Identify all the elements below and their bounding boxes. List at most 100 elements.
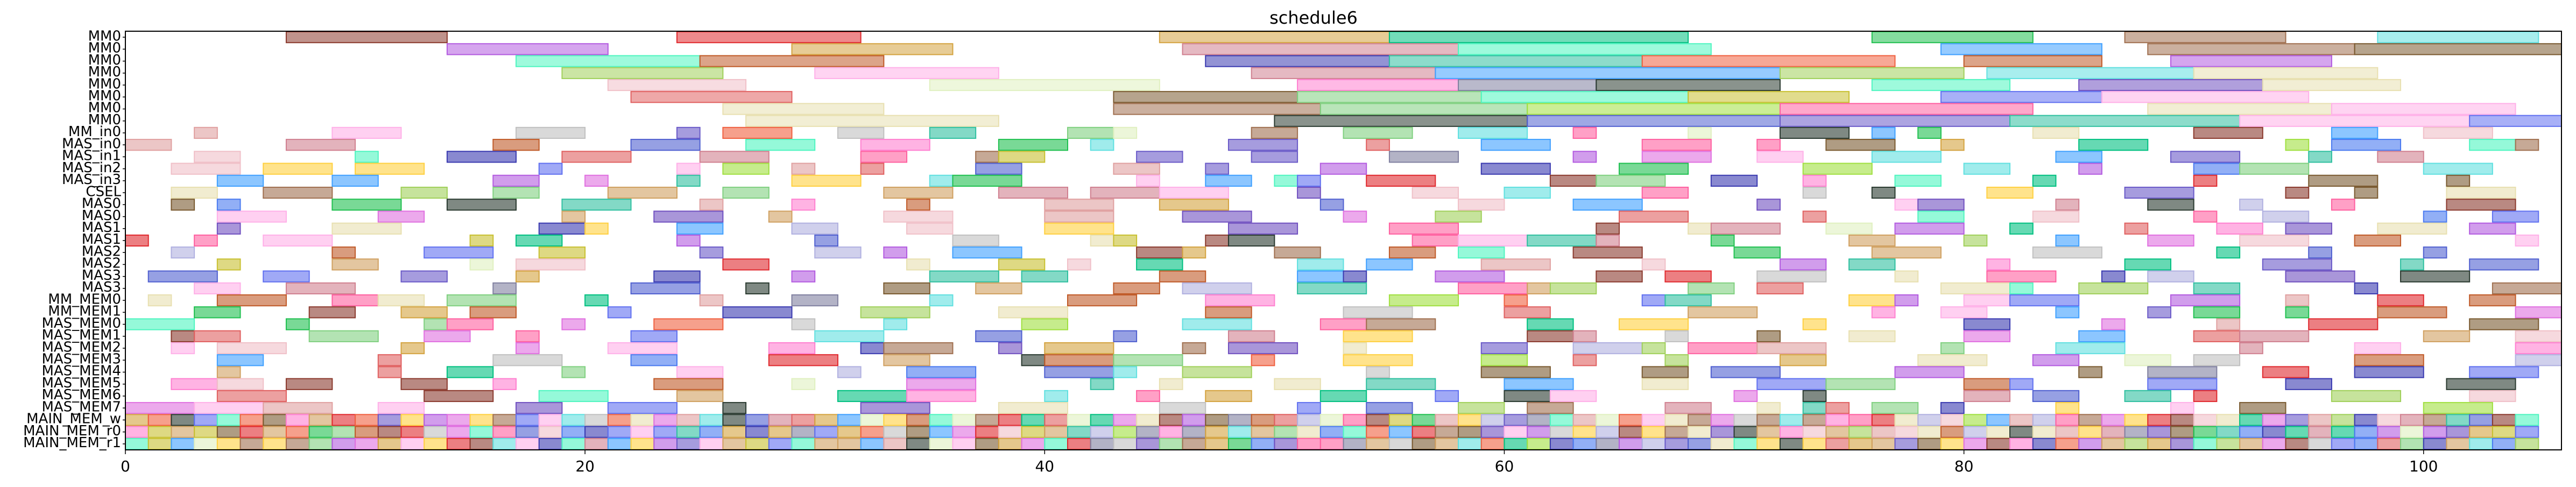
schedule-bar <box>2009 115 2241 127</box>
schedule-bar <box>2147 414 2171 426</box>
schedule-bar <box>676 437 701 450</box>
schedule-bar <box>722 163 770 175</box>
schedule-bar <box>1825 426 1850 438</box>
schedule-bar <box>2239 163 2310 175</box>
schedule-bar <box>469 414 494 426</box>
schedule-bar <box>1894 366 1965 378</box>
schedule-bar <box>2009 426 2034 438</box>
schedule-bar <box>400 270 448 283</box>
schedule-bar <box>998 342 1022 355</box>
schedule-bar <box>1756 342 1827 355</box>
schedule-bar <box>1733 390 1758 403</box>
schedule-bar <box>2032 246 2102 259</box>
schedule-bar <box>1527 330 1574 342</box>
schedule-bar <box>216 437 241 450</box>
schedule-bar <box>469 437 494 450</box>
schedule-bar <box>1388 294 1459 307</box>
schedule-bar <box>814 67 999 79</box>
schedule-bar <box>768 414 793 426</box>
y-axis-labels: MM0MM0MM0MM0MM0MM0MM0MM0MM_in0MAS_in0MAS… <box>23 28 125 451</box>
schedule-bar <box>607 306 632 319</box>
schedule-bar <box>2423 426 2447 438</box>
schedule-bar <box>561 199 632 211</box>
schedule-bar <box>630 282 701 295</box>
schedule-bar <box>2469 390 2516 403</box>
schedule-bar <box>216 378 264 390</box>
schedule-bar <box>1136 390 1160 403</box>
schedule-bar <box>1205 390 1252 403</box>
schedule-bar <box>1940 91 2102 103</box>
schedule-bar <box>538 437 563 450</box>
schedule-bar <box>1688 222 1712 235</box>
schedule-bar <box>2124 258 2171 271</box>
schedule-bar <box>883 318 908 330</box>
schedule-bar <box>2078 139 2149 151</box>
schedule-bar <box>1940 426 1965 438</box>
schedule-bar <box>2400 270 2471 283</box>
schedule-bar <box>1848 414 1873 426</box>
schedule-bar <box>1917 199 1965 211</box>
schedule-bar <box>1343 426 1367 438</box>
schedule-bar <box>194 282 241 295</box>
schedule-bar <box>1848 437 1873 450</box>
schedule-bar <box>584 174 609 187</box>
schedule-bar <box>424 426 448 438</box>
schedule-bar <box>676 174 701 187</box>
schedule-bar <box>2285 378 2332 390</box>
schedule-bar <box>1366 174 1436 187</box>
schedule-bar <box>1113 354 1183 366</box>
schedule-bar <box>171 330 195 342</box>
schedule-bar <box>1458 234 1528 247</box>
schedule-bar <box>607 426 632 438</box>
schedule-bar <box>2354 186 2379 199</box>
schedule-bar <box>1802 426 1827 438</box>
schedule-bar <box>1480 258 1551 271</box>
schedule-bar <box>699 414 724 426</box>
schedule-bar <box>1641 258 1666 271</box>
schedule-bar <box>1067 437 1091 450</box>
schedule-bar <box>1825 437 1850 450</box>
schedule-bar <box>1090 186 1160 199</box>
schedule-bar <box>1940 342 1965 355</box>
schedule-bar <box>239 414 264 426</box>
schedule-bar <box>2377 294 2424 307</box>
schedule-bar <box>125 414 149 426</box>
schedule-bar <box>263 426 287 438</box>
schedule-bar <box>1319 437 1344 450</box>
schedule-bar <box>1664 426 1689 438</box>
schedule-bar <box>308 414 333 426</box>
schedule-bar <box>1572 330 1597 342</box>
schedule-bar <box>2055 234 2080 247</box>
schedule-bar <box>1021 414 1046 426</box>
schedule-bar <box>1411 234 1459 247</box>
schedule-bar <box>584 414 609 426</box>
schedule-bar <box>883 210 954 223</box>
schedule-bar <box>1205 294 1275 307</box>
schedule-bar <box>1480 342 1528 355</box>
schedule-bar <box>998 437 1022 450</box>
schedule-bar <box>2193 67 2379 79</box>
schedule-bar <box>1894 414 1919 426</box>
y-label: MAS_MEM6 <box>41 387 121 403</box>
schedule-bar <box>400 306 448 319</box>
schedule-bar <box>2193 390 2218 403</box>
schedule-bar <box>1227 342 1298 355</box>
schedule-bar <box>1527 103 1781 115</box>
schedule-bar <box>216 414 241 426</box>
schedule-bar <box>814 437 838 450</box>
schedule-bar <box>1779 354 1827 366</box>
schedule-bar <box>2055 199 2080 211</box>
schedule-bar <box>1319 426 1344 438</box>
schedule-bar <box>768 426 793 438</box>
schedule-bar <box>1871 306 1896 319</box>
schedule-bar <box>1848 294 1896 307</box>
schedule-bar <box>768 342 816 355</box>
x-tick-label: 60 <box>1495 457 1514 475</box>
schedule-bar <box>699 55 885 67</box>
schedule-bar <box>1710 366 1781 378</box>
schedule-bar <box>125 437 149 450</box>
schedule-bar <box>2446 174 2471 187</box>
schedule-bar <box>952 234 999 247</box>
schedule-bar <box>2032 174 2057 187</box>
schedule-bar <box>1297 437 1321 450</box>
